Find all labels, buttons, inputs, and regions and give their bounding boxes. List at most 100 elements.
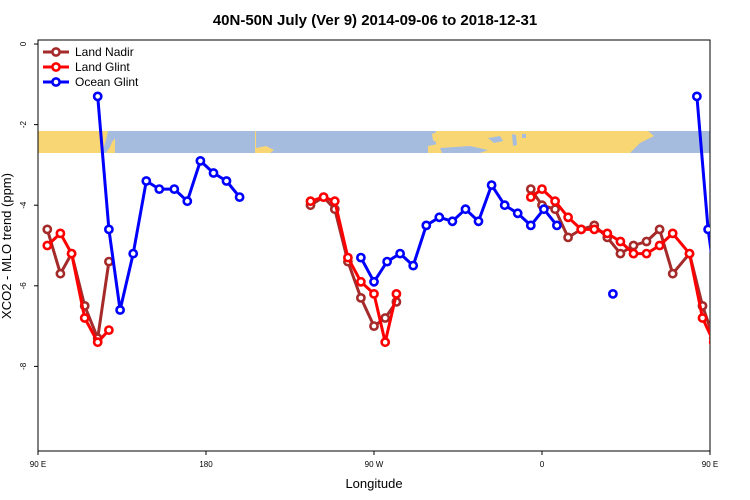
data-point bbox=[234, 192, 245, 202]
data-point bbox=[434, 212, 445, 223]
map-land-europe-west bbox=[436, 131, 452, 145]
data-point bbox=[141, 176, 152, 186]
legend-swatch-marker bbox=[51, 47, 61, 57]
data-point bbox=[380, 313, 391, 323]
x-axis: 90 E 180 90 W 0 90 E bbox=[30, 451, 718, 469]
map-land-uk bbox=[432, 132, 439, 142]
data-point bbox=[92, 91, 103, 102]
x-axis-label: Longitude bbox=[345, 476, 402, 491]
map-sea-black bbox=[488, 136, 503, 143]
plot-frame bbox=[37, 39, 711, 452]
map-ocean-pacific bbox=[115, 131, 255, 153]
data-point bbox=[641, 248, 652, 259]
x-tick-label: 90 E bbox=[30, 460, 46, 469]
data-point bbox=[628, 248, 639, 259]
data-point bbox=[408, 260, 419, 271]
y-tick-label: 0 bbox=[19, 41, 28, 46]
data-point bbox=[182, 196, 193, 207]
data-point bbox=[380, 337, 391, 348]
data-point bbox=[684, 248, 695, 259]
data-point bbox=[382, 256, 392, 267]
legend-label: Land Nadir bbox=[75, 45, 134, 59]
data-point bbox=[641, 236, 652, 247]
data-point bbox=[128, 248, 139, 259]
legend-label: Ocean Glint bbox=[75, 75, 139, 89]
map-sea-mediterranean bbox=[440, 146, 488, 153]
data-point bbox=[499, 200, 510, 211]
data-point bbox=[447, 216, 458, 227]
data-point bbox=[667, 228, 678, 239]
data-point bbox=[104, 224, 114, 235]
data-point bbox=[104, 325, 114, 335]
legend-item: Land Nadir bbox=[43, 45, 134, 59]
data-point bbox=[486, 180, 497, 190]
data-point bbox=[615, 236, 626, 247]
data-point bbox=[742, 177, 749, 184]
data-point bbox=[608, 288, 618, 299]
world-map-strip bbox=[38, 131, 710, 153]
data-point bbox=[355, 276, 366, 287]
data-point bbox=[667, 268, 678, 279]
data-point bbox=[42, 240, 53, 251]
map-sea-aral bbox=[522, 134, 526, 138]
series-line bbox=[96, 96, 241, 312]
data-point bbox=[697, 313, 708, 323]
series-line bbox=[529, 188, 710, 333]
data-point bbox=[615, 248, 626, 259]
y-axis-label: XCO2 - MLO trend (ppm) bbox=[0, 173, 14, 319]
data-point bbox=[342, 252, 353, 263]
map-ocean-pacific-edge-west bbox=[100, 131, 118, 153]
series-line bbox=[359, 183, 559, 284]
series-line bbox=[695, 96, 710, 254]
data-point bbox=[692, 91, 702, 102]
x-tick-label: 0 bbox=[540, 460, 545, 469]
data-point bbox=[66, 248, 77, 259]
data-point bbox=[42, 224, 53, 235]
data-point bbox=[550, 196, 560, 207]
data-point bbox=[525, 192, 536, 202]
data-point bbox=[92, 337, 103, 348]
data-point bbox=[391, 288, 402, 299]
data-point bbox=[552, 220, 562, 231]
map-land-iberia bbox=[428, 144, 442, 153]
legend-swatch-marker bbox=[51, 62, 61, 72]
map-land-nova-scotia bbox=[256, 146, 274, 153]
y-tick-label: -6 bbox=[19, 282, 28, 290]
data-point bbox=[576, 224, 587, 235]
data-point bbox=[55, 268, 66, 279]
data-point bbox=[721, 327, 728, 334]
map-ocean-atlantic bbox=[256, 131, 436, 153]
data-point bbox=[355, 292, 366, 303]
data-point bbox=[355, 252, 366, 263]
data-point bbox=[716, 306, 723, 313]
series-layer bbox=[42, 91, 749, 348]
data-point bbox=[539, 204, 549, 215]
data-point bbox=[395, 248, 405, 259]
data-point bbox=[729, 250, 736, 257]
data-point bbox=[195, 155, 206, 166]
legend-item: Ocean Glint bbox=[43, 75, 139, 89]
data-point bbox=[721, 258, 728, 265]
data-point bbox=[305, 196, 316, 207]
data-point bbox=[55, 228, 66, 239]
data-point bbox=[654, 240, 665, 251]
data-point bbox=[628, 240, 639, 251]
data-point bbox=[369, 276, 379, 287]
data-point bbox=[369, 288, 379, 299]
data-point bbox=[703, 224, 710, 235]
data-point bbox=[115, 305, 125, 315]
data-point bbox=[525, 220, 536, 231]
legend-swatch-marker bbox=[51, 77, 61, 87]
map-sea-caspian bbox=[512, 134, 517, 146]
data-point bbox=[563, 232, 573, 243]
data-point bbox=[318, 192, 329, 202]
data-point bbox=[169, 184, 180, 194]
x-tick-label: 90 W bbox=[365, 460, 384, 469]
y-tick-label: -4 bbox=[19, 201, 28, 209]
y-tick-label: -8 bbox=[19, 362, 28, 370]
data-point bbox=[421, 220, 432, 231]
data-point bbox=[525, 184, 536, 194]
data-point bbox=[460, 204, 471, 215]
